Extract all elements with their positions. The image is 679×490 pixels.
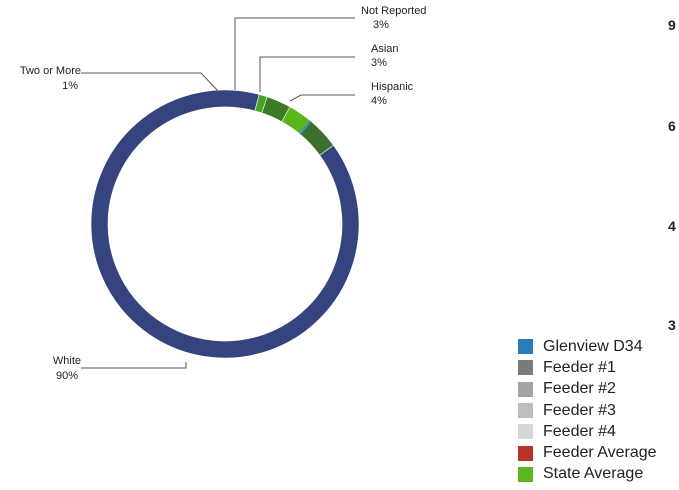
legend-item-glenview-d34: Glenview D34	[518, 336, 657, 357]
donut-slices	[90, 89, 360, 359]
slice-label-not-reported: Not Reported	[361, 5, 426, 17]
leader-line-two-or-more	[81, 72, 220, 93]
leader-line-hispanic	[289, 94, 355, 102]
legend-item-feeder-3: Feeder #3	[518, 400, 657, 421]
legend-swatch	[518, 403, 533, 419]
legend-swatch	[518, 466, 533, 482]
slice-white	[90, 89, 360, 359]
axis-tick-label: 6	[668, 118, 676, 134]
slice-value-two-or-more: 1%	[62, 80, 78, 92]
legend-swatch	[518, 445, 533, 461]
slice-labels: White 90% Two or More 1% Not Reported 3% Asian…	[20, 5, 427, 382]
slice-value-not-reported: 3%	[373, 19, 389, 31]
legend-label: Feeder #3	[543, 401, 616, 419]
slice-value-asian: 3%	[371, 57, 387, 69]
legend-label: State Average	[543, 465, 644, 483]
legend-label: Feeder #4	[543, 422, 616, 440]
slice-value-hispanic: 4%	[371, 95, 387, 107]
slice-hispanic	[299, 120, 334, 156]
legend: Glenview D34 Feeder #1 Feeder #2 Feeder #3 F…	[518, 336, 657, 485]
legend-item-feeder-2: Feeder #2	[518, 379, 657, 400]
leader-line-asian	[259, 56, 355, 92]
slice-label-white: White	[53, 355, 81, 367]
slice-label-two-or-more: Two or More	[20, 65, 81, 77]
clipped-axis-ticks: 9 6 4 3	[668, 17, 676, 333]
axis-tick-label: 4	[668, 218, 676, 234]
slice-label-asian: Asian	[371, 43, 399, 55]
slice-value-white: 90%	[56, 370, 78, 382]
legend-swatch	[518, 381, 533, 397]
leader-line-white	[81, 362, 187, 369]
legend-item-feeder-1: Feeder #1	[518, 357, 657, 378]
legend-label: Feeder #2	[543, 380, 616, 398]
legend-swatch	[518, 424, 533, 440]
axis-tick-label: 9	[668, 17, 676, 33]
axis-tick-label: 3	[668, 317, 676, 333]
legend-label: Feeder #1	[543, 358, 616, 376]
legend-item-feeder-4: Feeder #4	[518, 421, 657, 442]
legend-swatch	[518, 339, 533, 355]
leader-line-not-reported	[234, 17, 355, 90]
legend-item-state-average: State Average	[518, 464, 657, 485]
slice-separator	[299, 120, 312, 135]
legend-label: Feeder Average	[543, 444, 657, 462]
legend-swatch	[518, 360, 533, 376]
legend-label: Glenview D34	[543, 337, 643, 355]
slice-label-hispanic: Hispanic	[371, 81, 414, 93]
legend-item-feeder-average: Feeder Average	[518, 442, 657, 463]
